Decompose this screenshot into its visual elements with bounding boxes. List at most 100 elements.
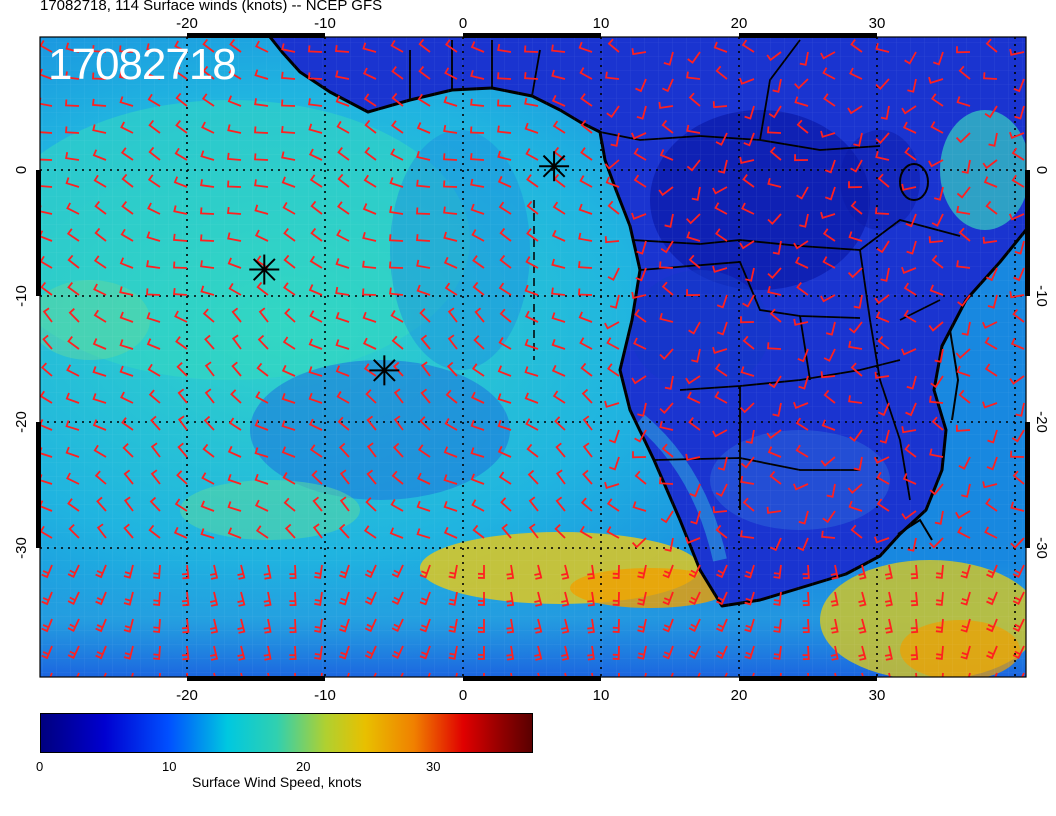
wind-barb [443, 256, 458, 269]
wind-barb [91, 98, 107, 107]
wind-barb [227, 124, 242, 134]
wind-barb [41, 564, 53, 579]
wind-barb [175, 92, 188, 107]
wind-barb [635, 78, 647, 93]
wind-barb [606, 337, 620, 350]
wind-barb [227, 257, 242, 269]
wind-barb [123, 564, 134, 579]
wind-barb [794, 78, 809, 90]
wind-barb [66, 472, 80, 485]
bottom-tick-lon-5: 20 [731, 687, 748, 704]
wind-barb [289, 645, 297, 660]
wind-barb [389, 261, 404, 269]
wind-barb [444, 282, 458, 296]
wind-barb [691, 186, 701, 201]
top-tick-lon-6: 30 [869, 15, 886, 32]
wind-barb [309, 444, 323, 458]
wind-barb [393, 415, 404, 431]
wind-barb [448, 564, 458, 579]
wind-barb [1012, 470, 1025, 485]
wind-barb [148, 146, 161, 161]
wind-barb [416, 472, 431, 485]
wind-barb [985, 498, 998, 512]
wind-barb [40, 68, 53, 80]
wind-barb [713, 41, 728, 53]
wind-barb [739, 77, 755, 85]
wind-barb [416, 150, 431, 161]
wind-barb [95, 645, 107, 660]
wind-barb [741, 39, 755, 53]
wind-barb [174, 310, 188, 323]
wind-barb [579, 67, 593, 80]
wind-barb [416, 528, 431, 539]
wind-barb [1012, 564, 1025, 579]
wind-barb [910, 564, 919, 580]
wind-barb [201, 121, 215, 134]
wind-barb [65, 126, 80, 134]
storm-marker-2 [249, 254, 280, 285]
wind-barb [308, 72, 323, 80]
wind-barb [506, 591, 515, 607]
wind-barb [174, 498, 188, 512]
wind-barb [605, 71, 620, 80]
wind-barb [181, 591, 190, 607]
wind-barb [335, 311, 350, 323]
wind-barb [935, 564, 944, 579]
wind-barb [335, 286, 350, 296]
wind-barb [339, 591, 350, 606]
wind-barb [850, 200, 863, 215]
wind-barb [281, 364, 296, 377]
wind-barb [477, 619, 485, 633]
wind-barb [147, 174, 161, 188]
wind-barb [928, 159, 944, 168]
top-tick-lon-3: 0 [459, 15, 467, 32]
wind-barb [1013, 78, 1025, 93]
wind-barb [739, 156, 755, 164]
wind-barb [231, 361, 242, 377]
wind-barb [717, 159, 728, 174]
wind-barb [498, 337, 512, 350]
wind-barb [929, 537, 944, 549]
wind-barb [607, 38, 620, 53]
wind-barb [146, 43, 161, 53]
wind-barb [446, 361, 458, 377]
wind-barb [93, 174, 107, 188]
wind-barb [1011, 147, 1025, 161]
wind-barb [227, 473, 242, 485]
wind-barb [93, 309, 107, 323]
wind-barb [956, 96, 971, 107]
wind-barb [147, 202, 161, 215]
wind-barb [903, 309, 917, 323]
wind-barb [580, 147, 593, 161]
wind-barb [901, 183, 917, 191]
wind-barb [551, 287, 566, 296]
wind-barbs [40, 38, 1025, 677]
wind-barb [524, 338, 539, 350]
wind-barb [123, 469, 134, 485]
wind-barb [632, 501, 647, 512]
wind-barb [636, 105, 647, 120]
wind-barb [96, 496, 107, 512]
wind-barb [982, 159, 998, 170]
wind-barb [68, 308, 80, 323]
wind-barb [907, 78, 917, 93]
wind-barb [744, 564, 755, 579]
wind-barb [309, 255, 323, 269]
wind-barb [284, 308, 296, 323]
wind-barb [335, 365, 350, 377]
wind-barb [712, 265, 728, 273]
wind-barb [416, 234, 431, 242]
wind-barb [473, 335, 485, 350]
wind-barb [365, 497, 377, 512]
wind-barb [612, 645, 620, 660]
wind-barb [1012, 591, 1025, 606]
wind-barb [40, 230, 53, 242]
wind-barb [227, 501, 242, 512]
wind-barb [497, 175, 512, 188]
wind-barb [830, 618, 839, 634]
wind-barb [470, 473, 485, 485]
wind-barb [824, 159, 836, 174]
wind-barb [767, 446, 782, 458]
wind-barb [877, 173, 890, 188]
wind-barb [419, 416, 431, 431]
